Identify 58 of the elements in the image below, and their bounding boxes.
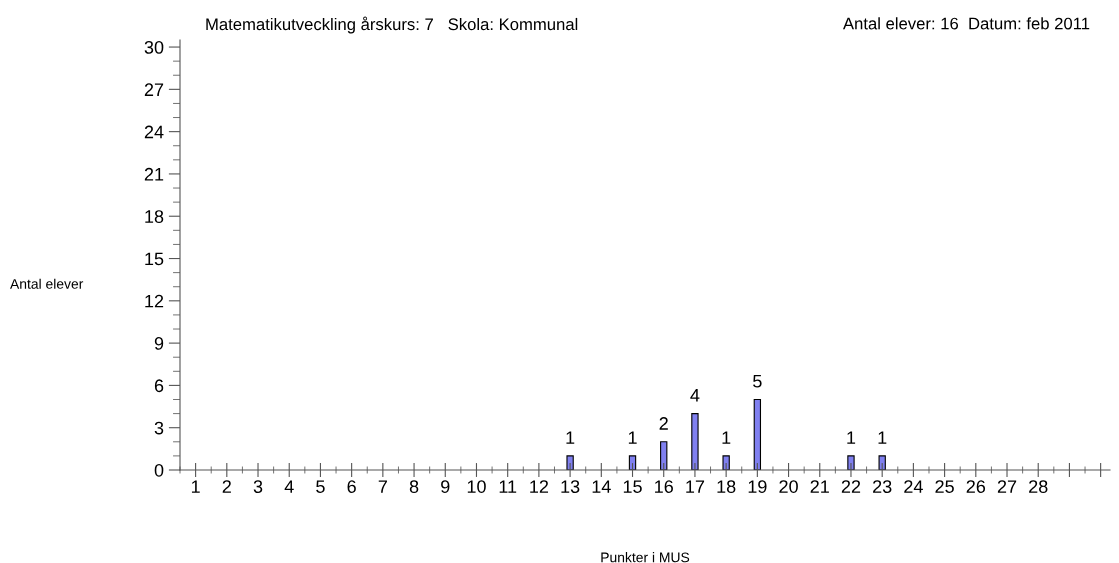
bar [847, 455, 855, 470]
x-tick-label: 11 [499, 480, 517, 493]
x-tick-label: 25 [935, 480, 954, 493]
data-label: 4 [690, 389, 700, 402]
x-tick-label: 17 [686, 480, 705, 493]
text: Antal elever: 16 Datum: feb 2011 [842, 17, 1090, 30]
y-tick-label: 30 [144, 40, 164, 54]
x-tick-label: 5 [316, 480, 325, 493]
x-tick-label: 23 [873, 480, 892, 493]
x-tick-label: 19 [748, 480, 767, 493]
x-tick-label: 28 [1029, 480, 1048, 493]
x-axis-title: Punkter i MUS [601, 552, 690, 563]
y-axis-title: Antal elever [10, 278, 84, 289]
bar [566, 455, 574, 470]
data-label: 1 [878, 431, 887, 444]
x-tick-label: 16 [655, 480, 673, 493]
y-tick-label: 21 [144, 167, 164, 181]
x-tick-label: 12 [530, 480, 549, 493]
x-tick-label: 10 [467, 480, 486, 493]
y-tick-label: 27 [144, 83, 164, 96]
x-tick-label: 8 [409, 480, 419, 493]
chart-title: Matematikutveckling årskurs: 7 Skola: Kommunal [206, 16, 578, 34]
x-tick-label: 3 [253, 480, 263, 493]
x-tick-label: 6 [347, 480, 356, 493]
x-tick-label: 22 [841, 480, 861, 493]
y-tick-label: 18 [145, 210, 164, 223]
x-tick-label: 21 [810, 480, 829, 493]
y-tick-label: 3 [154, 421, 164, 435]
data-label: 5 [753, 375, 762, 388]
x-tick-label: 27 [997, 480, 1017, 493]
data-label: 1 [847, 431, 856, 444]
y-tick-label: 12 [145, 294, 164, 308]
bar [753, 398, 762, 470]
bar [660, 441, 668, 470]
bar [722, 455, 730, 470]
x-tick-label: 18 [717, 480, 736, 493]
x-tick-label: 15 [623, 480, 642, 493]
x-tick-label: 14 [592, 480, 611, 493]
x-tick-label: 9 [441, 480, 450, 493]
x-tick-label: 2 [222, 480, 231, 493]
x-tick-label: 7 [378, 480, 387, 493]
x-tick-label: 4 [284, 480, 294, 493]
data-label: 1 [566, 431, 575, 444]
y-tick-label: 24 [144, 125, 164, 139]
x-tick-label: 24 [904, 480, 923, 493]
x-tick-label: 1 [191, 480, 200, 493]
x-tick-label: 13 [561, 480, 580, 493]
data-label: 2 [659, 417, 668, 430]
x-tick-label: 26 [966, 480, 986, 493]
y-tick-label: 9 [154, 337, 164, 350]
y-tick-label: 0 [154, 463, 164, 477]
y-tick-label: 6 [154, 379, 164, 393]
bar [878, 455, 886, 470]
x-tick-label: 20 [779, 480, 798, 493]
data-label: 1 [722, 431, 731, 444]
bar [691, 413, 699, 470]
y-tick-label: 15 [145, 252, 164, 266]
data-label: 1 [628, 431, 637, 444]
